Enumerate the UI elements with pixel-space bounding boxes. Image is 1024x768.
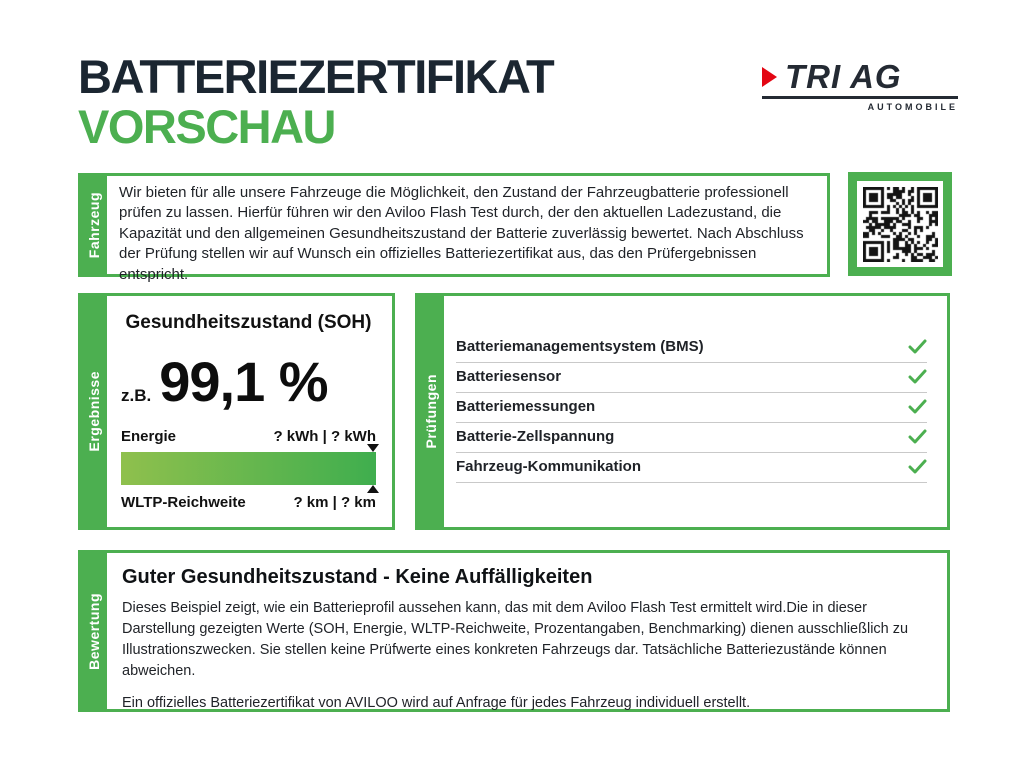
bar-marker-down-icon: [367, 444, 379, 452]
soh-title: Gesundheitszustand (SOH): [125, 312, 372, 333]
check-label: Fahrzeug-Kommunikation: [456, 458, 642, 475]
bewertung-tab: Bewertung: [81, 553, 107, 709]
bewertung-heading: Guter Gesundheitszustand - Keine Auffäll…: [122, 566, 593, 588]
check-label: Batteriemanagementsystem (BMS): [456, 338, 704, 355]
qr-code: [848, 172, 952, 276]
check-icon: [908, 339, 927, 354]
ergebnisse-tab: Ergebnisse: [81, 296, 107, 527]
page-title-line2: VORSCHAU: [78, 99, 336, 153]
section-pruefungen: Prüfungen Batteriemanagementsystem (BMS)…: [415, 293, 950, 530]
page-title: BATTERIEZERTIFIKAT VORSCHAU: [78, 50, 555, 153]
check-label: Batteriemessungen: [456, 398, 596, 415]
fahrzeug-tab-label: Fahrzeug: [86, 191, 102, 259]
soh-value: 99,1 %: [159, 350, 328, 413]
section-bewertung: Bewertung Guter Gesundheitszustand - Kei…: [78, 550, 950, 712]
logo-rule: [762, 96, 958, 99]
check-row: Batterie-Zellspannung: [456, 424, 927, 453]
soh-example-prefix: z.B.: [121, 386, 152, 405]
logo-subtitle: AUTOMOBILE: [867, 102, 958, 112]
pruefungen-tab-label: Prüfungen: [423, 374, 439, 449]
range-label: WLTP-Reichweite: [121, 494, 246, 511]
check-row: Batteriemessungen: [456, 394, 927, 423]
logo-arrow-icon: [762, 66, 777, 87]
fahrzeug-text: Wir bieten für alle unsere Fahrzeuge die…: [119, 184, 804, 283]
check-row: Fahrzeug-Kommunikation: [456, 454, 927, 483]
energy-label: Energie: [121, 428, 177, 445]
section-ergebnisse: Ergebnisse Gesundheitszustand (SOH) z.B.…: [78, 293, 395, 530]
soh-gradient-bar: [121, 444, 379, 493]
brand-logo: TRI AG AUTOMOBILE: [762, 60, 958, 112]
check-row: Batteriesensor: [456, 364, 927, 393]
check-label: Batterie-Zellspannung: [456, 428, 615, 445]
bar-marker-up-icon: [367, 485, 379, 493]
section-fahrzeug: Fahrzeug Wir bieten für alle unsere Fahr…: [78, 173, 830, 283]
check-icon: [908, 399, 927, 414]
check-icon: [908, 429, 927, 444]
logo-text: TRI AG: [785, 58, 902, 95]
ergebnisse-tab-label: Ergebnisse: [86, 371, 102, 452]
bewertung-paragraph-2: Ein offizielles Batteriezertifikat von A…: [122, 695, 751, 712]
range-value: ? km | ? km: [293, 494, 376, 511]
qr-code-image: [862, 186, 938, 262]
fahrzeug-tab: Fahrzeug: [81, 176, 107, 274]
check-icon: [908, 459, 927, 474]
bewertung-paragraph-1: Dieses Beispiel zeigt, wie ein Batteriep…: [122, 600, 909, 680]
page-title-line1: BATTERIEZERTIFIKAT: [78, 50, 555, 103]
check-label: Batteriesensor: [456, 368, 562, 385]
check-row: Batteriemanagementsystem (BMS): [456, 334, 927, 363]
energy-value: ? kWh | ? kWh: [273, 428, 376, 445]
pruefungen-tab: Prüfungen: [418, 296, 444, 527]
check-icon: [908, 369, 927, 384]
bewertung-tab-label: Bewertung: [86, 592, 102, 670]
